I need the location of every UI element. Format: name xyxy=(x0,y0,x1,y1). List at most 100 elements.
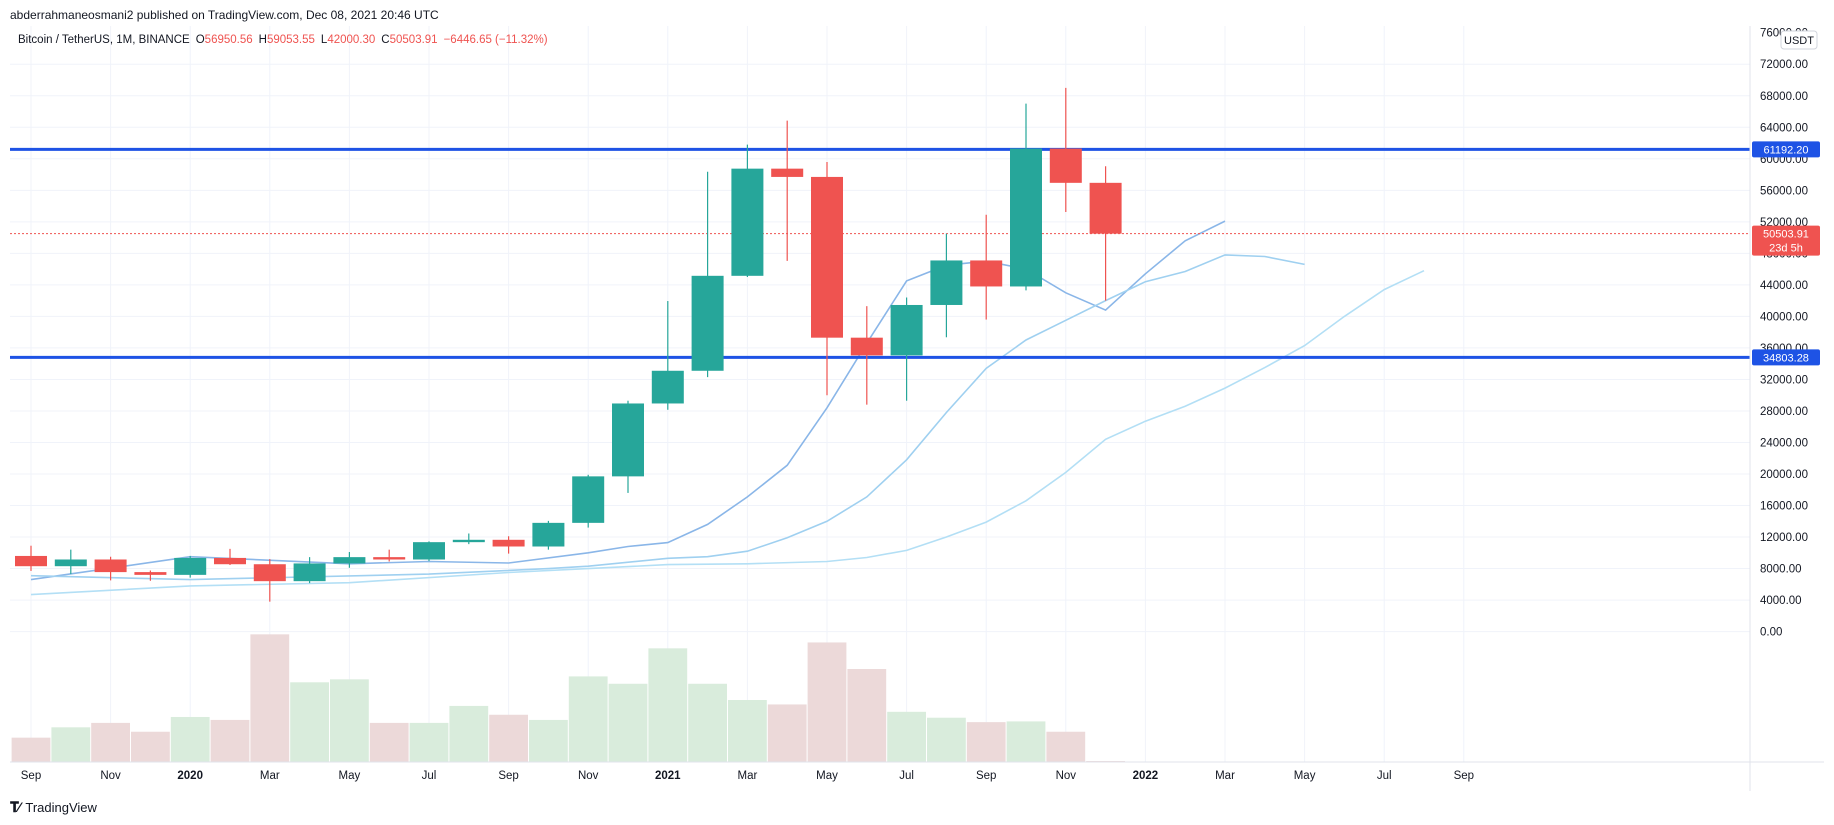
volume-bar xyxy=(966,722,1006,762)
volume-bar xyxy=(409,722,449,762)
candle-body xyxy=(413,542,445,560)
publish-line: abderrahmaneosmani2 published on Trading… xyxy=(10,8,439,22)
time-axis-tick-label: Jul xyxy=(422,770,437,782)
volume-bar xyxy=(51,727,91,762)
candle-body xyxy=(174,557,207,575)
volume-bar xyxy=(648,648,688,762)
volume-bar xyxy=(170,716,210,762)
candle-body xyxy=(452,539,485,543)
legend-symbol: Bitcoin / TetherUS, 1M, BINANCE xyxy=(18,34,190,46)
tradingview-logo-text: TradingView xyxy=(25,800,97,815)
volume-bar xyxy=(91,722,130,762)
time-axis-tick-label: Jul xyxy=(899,770,914,782)
time-axis-tick-label: Mar xyxy=(1215,770,1235,782)
legend-high-label: H xyxy=(259,34,267,46)
time-axis-tick-label: Mar xyxy=(737,770,757,782)
volume-bar xyxy=(1046,731,1086,762)
candle-body xyxy=(651,370,684,404)
volume-bar xyxy=(489,714,528,762)
price-axis-tick-label: 64000.00 xyxy=(1760,122,1808,134)
time-axis-tick-label: Nov xyxy=(578,770,599,782)
legend-low-label: L xyxy=(321,34,328,46)
legend-close-value: 50503.91 xyxy=(390,34,438,46)
time-axis-tick-label: Sep xyxy=(498,770,518,782)
candle-body xyxy=(890,304,923,356)
candle-body xyxy=(54,559,87,567)
last-price-countdown: 23d 5h xyxy=(1769,243,1803,255)
price-axis-tick-label: 24000.00 xyxy=(1760,437,1808,449)
volume-bar xyxy=(131,731,170,762)
candle-body xyxy=(691,275,724,371)
candle-body xyxy=(134,572,167,575)
candle-body xyxy=(731,168,764,276)
candle-body xyxy=(1089,182,1122,234)
time-axis-tick-label: May xyxy=(339,770,361,782)
candle-body xyxy=(15,555,47,567)
price-axis-tick-label: 40000.00 xyxy=(1760,311,1808,323)
candle-body xyxy=(1049,148,1082,183)
volume-bar xyxy=(887,711,926,762)
legend-open-value: 56950.56 xyxy=(205,34,253,46)
volume-bar xyxy=(369,722,409,762)
candlesticks xyxy=(15,87,1122,602)
volume-bar xyxy=(529,719,568,762)
volume-bars xyxy=(11,634,1125,762)
volume-bar xyxy=(210,719,250,762)
currency-button[interactable]: USDT xyxy=(1780,30,1818,50)
price-axis-tick-label: 0.00 xyxy=(1760,627,1782,639)
chart-legend: Bitcoin / TetherUS, 1M, BINANCE O56950.56… xyxy=(18,34,548,46)
price-axis-labels: 61192.20 34803.28 50503.91 23d 5h xyxy=(1752,141,1820,366)
legend-close-label: C xyxy=(381,34,389,46)
legend-change: −6446.65 (−11.32%) xyxy=(444,34,548,46)
time-axis-tick-label: Mar xyxy=(260,770,280,782)
candle-body xyxy=(1010,148,1042,287)
candle-body xyxy=(333,557,366,564)
volume-bar xyxy=(250,634,290,762)
volume-bar xyxy=(767,704,807,762)
time-axis-tick-label: Sep xyxy=(1454,770,1474,782)
candle-body xyxy=(771,168,804,177)
volume-bar xyxy=(1006,721,1046,762)
volume-bar xyxy=(927,717,966,762)
volume-bar xyxy=(807,642,847,762)
horizontal-lines xyxy=(10,147,1750,359)
volume-bar xyxy=(290,682,329,762)
time-axis-tick-label: May xyxy=(1294,770,1316,782)
candle-body xyxy=(612,403,644,477)
time-axis[interactable]: Sep Nov 2020 Mar May Jul Sep Nov 2021 Mar May Jul Se… xyxy=(21,770,1474,782)
level-price-badge-label: 34803.28 xyxy=(1763,352,1809,364)
candle-body xyxy=(94,559,127,573)
level-price-badge xyxy=(1752,349,1820,366)
moving-average-line xyxy=(30,254,1305,581)
time-axis-tick-label: Jul xyxy=(1377,770,1392,782)
candle-body xyxy=(373,557,406,560)
price-axis[interactable]: 0.00 4000.00 8000.00 12000.00 16000.00 20000.… xyxy=(1760,28,1808,639)
price-axis-tick-label: 44000.00 xyxy=(1760,280,1808,292)
candle-body xyxy=(970,260,1003,287)
candle-body xyxy=(532,522,565,547)
tradingview-logo[interactable]: 𝐓⁄ TradingView xyxy=(10,799,97,816)
volume-bar xyxy=(330,679,369,762)
time-axis-tick-label: Nov xyxy=(1056,770,1077,782)
price-chart[interactable]: 0.00 4000.00 8000.00 12000.00 16000.00 20000.… xyxy=(10,26,1824,791)
time-axis-tick-label: 2021 xyxy=(655,770,681,782)
last-price-badge-label: 50503.91 xyxy=(1763,229,1809,241)
candle-body xyxy=(850,337,883,356)
legend-low-value: 42000.30 xyxy=(327,34,375,46)
price-axis-tick-label: 28000.00 xyxy=(1760,406,1808,418)
time-axis-tick-label: 2022 xyxy=(1133,770,1159,782)
currency-button-label: USDT xyxy=(1784,35,1814,47)
candle-body xyxy=(492,539,525,547)
legend-open-label: O xyxy=(196,34,205,46)
volume-bar xyxy=(688,683,727,762)
moving-average-line xyxy=(30,269,1425,596)
volume-bar xyxy=(568,676,608,762)
candle-body xyxy=(811,176,843,338)
time-axis-tick-label: Nov xyxy=(100,770,121,782)
candle-body xyxy=(930,260,963,305)
time-axis-tick-label: 2020 xyxy=(177,770,203,782)
price-axis-tick-label: 16000.00 xyxy=(1760,501,1808,513)
time-axis-tick-label: May xyxy=(816,770,838,782)
volume-bar xyxy=(449,705,489,762)
time-axis-tick-label: Sep xyxy=(976,770,996,782)
